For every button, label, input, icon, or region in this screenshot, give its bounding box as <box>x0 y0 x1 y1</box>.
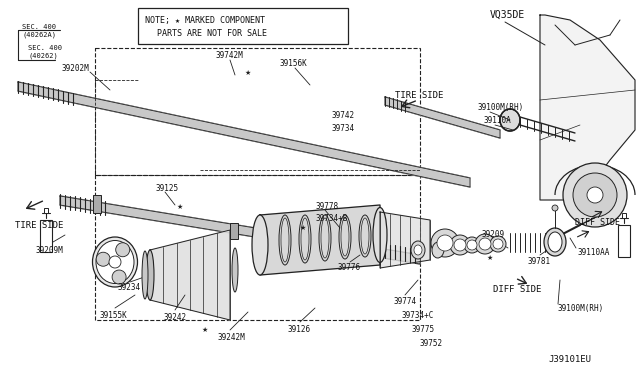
Circle shape <box>467 240 477 250</box>
Circle shape <box>493 239 503 249</box>
Text: 39775: 39775 <box>412 326 435 334</box>
Bar <box>622 213 626 218</box>
Ellipse shape <box>142 251 148 299</box>
Circle shape <box>116 243 130 257</box>
Ellipse shape <box>432 242 444 258</box>
Text: 39734+C: 39734+C <box>402 311 435 320</box>
Polygon shape <box>385 97 500 138</box>
Text: 39242M: 39242M <box>218 334 246 343</box>
Ellipse shape <box>411 241 425 259</box>
Text: 39156K: 39156K <box>280 58 308 67</box>
Text: SEC. 400: SEC. 400 <box>28 45 62 51</box>
Text: 39242: 39242 <box>163 314 186 323</box>
Text: ★: ★ <box>245 70 251 76</box>
Circle shape <box>109 256 121 268</box>
Text: VQ35DE: VQ35DE <box>490 10 525 20</box>
Circle shape <box>563 163 627 227</box>
Text: 39110AA: 39110AA <box>578 247 611 257</box>
Polygon shape <box>260 205 380 275</box>
Bar <box>230 223 238 239</box>
Circle shape <box>587 187 603 203</box>
Text: 39202M: 39202M <box>62 64 90 73</box>
Text: (40262A): (40262A) <box>22 32 56 38</box>
Text: 39742: 39742 <box>332 110 355 119</box>
Text: TIRE SIDE: TIRE SIDE <box>15 221 63 230</box>
Circle shape <box>552 205 558 211</box>
Bar <box>40 220 52 252</box>
Text: SEC. 400: SEC. 400 <box>22 24 56 30</box>
Text: TIRE SIDE: TIRE SIDE <box>395 90 444 99</box>
Circle shape <box>573 173 617 217</box>
Circle shape <box>437 235 453 251</box>
Ellipse shape <box>93 237 138 287</box>
Text: 39742M: 39742M <box>215 51 243 60</box>
Polygon shape <box>380 212 430 268</box>
Text: (40262): (40262) <box>28 53 58 59</box>
Text: 39110A: 39110A <box>483 115 511 125</box>
Ellipse shape <box>252 215 268 275</box>
Bar <box>95 48 420 175</box>
Text: J39101EU: J39101EU <box>548 356 591 365</box>
Bar <box>618 225 630 257</box>
Ellipse shape <box>146 250 154 300</box>
Text: 39778: 39778 <box>315 202 338 211</box>
Text: 39776: 39776 <box>338 263 361 273</box>
Text: 39155K: 39155K <box>100 311 128 320</box>
Polygon shape <box>60 196 420 264</box>
Circle shape <box>454 239 466 251</box>
Text: 39234: 39234 <box>118 283 141 292</box>
Text: 39100M(RH): 39100M(RH) <box>558 304 604 312</box>
Text: 39126: 39126 <box>288 326 311 334</box>
Text: PARTS ARE NOT FOR SALE: PARTS ARE NOT FOR SALE <box>157 29 267 38</box>
Text: 39752: 39752 <box>420 339 443 347</box>
Bar <box>44 208 48 213</box>
Ellipse shape <box>500 109 520 131</box>
Text: ★: ★ <box>300 225 306 231</box>
Polygon shape <box>18 82 470 187</box>
Text: 39209: 39209 <box>482 230 505 238</box>
Text: 39734: 39734 <box>332 124 355 132</box>
Text: ★: ★ <box>202 327 208 333</box>
Circle shape <box>112 270 126 284</box>
Text: NOTE; ★ MARKED COMPONENT: NOTE; ★ MARKED COMPONENT <box>145 16 265 25</box>
Ellipse shape <box>544 228 566 256</box>
Circle shape <box>475 234 495 254</box>
Circle shape <box>490 236 506 252</box>
Text: 39209M: 39209M <box>35 246 63 254</box>
Text: 39734+B: 39734+B <box>315 214 348 222</box>
Text: DIFF SIDE: DIFF SIDE <box>575 218 620 227</box>
Text: 39774: 39774 <box>393 298 416 307</box>
Ellipse shape <box>373 208 387 263</box>
Bar <box>95 175 420 320</box>
Text: ★: ★ <box>487 255 493 261</box>
Circle shape <box>464 237 480 253</box>
Circle shape <box>450 235 470 255</box>
Polygon shape <box>540 15 635 200</box>
Text: 39125: 39125 <box>155 183 178 192</box>
Text: ★: ★ <box>177 204 183 210</box>
Ellipse shape <box>96 241 134 283</box>
Circle shape <box>479 238 491 250</box>
Ellipse shape <box>548 232 562 252</box>
Ellipse shape <box>414 245 422 255</box>
Text: 39781: 39781 <box>528 257 551 266</box>
Bar <box>93 195 101 213</box>
Bar <box>138 8 348 44</box>
Circle shape <box>431 229 459 257</box>
Ellipse shape <box>232 248 238 292</box>
Text: DIFF SIDE: DIFF SIDE <box>493 285 541 295</box>
Polygon shape <box>150 230 230 320</box>
Circle shape <box>96 252 110 266</box>
Text: 39100M(RH): 39100M(RH) <box>478 103 524 112</box>
